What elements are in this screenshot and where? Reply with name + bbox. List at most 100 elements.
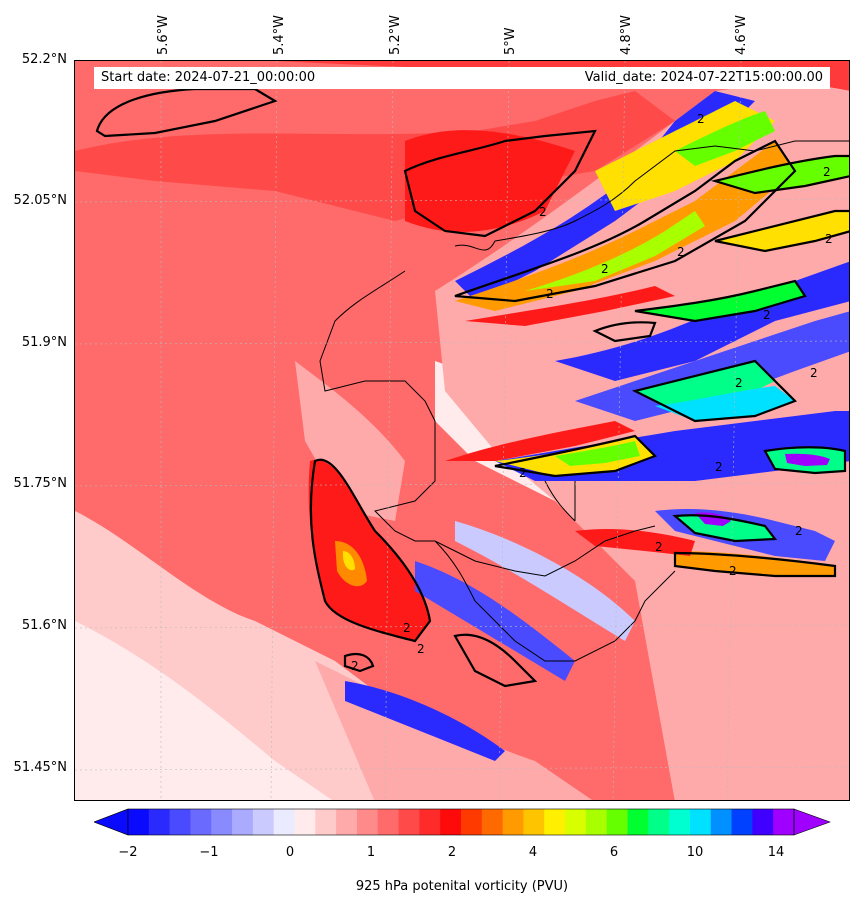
colorbar-tick: 2 (447, 845, 457, 860)
contour-label: 2 (417, 642, 425, 656)
contour-label: 2 (519, 466, 527, 480)
lat-label: 51.75°N (13, 476, 67, 491)
lon-label: 4.8°W (619, 14, 634, 55)
contour-label: 2 (825, 232, 833, 246)
colorbar-swatch (440, 809, 462, 835)
colorbar-tick: 4 (528, 845, 538, 860)
contour-label: 2 (655, 540, 663, 554)
pv-field-region (715, 211, 849, 251)
contour-label: 2 (546, 287, 554, 301)
start-date-label: Start date: 2024-07-21_00:00:00 (101, 70, 316, 85)
colorbar-swatch (565, 809, 587, 835)
lon-label: 5.2°W (388, 14, 403, 55)
pv-field-region (445, 421, 635, 461)
contour-label: 2 (729, 564, 737, 578)
colorbar-border (127, 808, 795, 836)
lat-label: 51.6°N (21, 618, 67, 633)
contour-label: 2 (715, 460, 723, 474)
contour-label: 2 (795, 524, 803, 538)
colorbar-swatch (315, 809, 337, 835)
colorbar-extend-min (94, 808, 129, 836)
colorbar-swatch (731, 809, 753, 835)
header-box (94, 67, 830, 89)
coastline (319, 140, 849, 662)
pv-field-region (75, 621, 333, 800)
colorbar-swatch (398, 809, 420, 835)
contour-label: 2 (351, 659, 359, 673)
colorbar-tick: −1 (199, 845, 219, 860)
contour-label: 2 (539, 205, 547, 219)
colorbar-swatch (190, 809, 212, 835)
contour-label: 2 (601, 262, 609, 276)
colorbar-extend-max (793, 808, 831, 836)
colorbar (94, 808, 831, 836)
lon-label: 5°W (503, 27, 518, 55)
contour-label: 2 (823, 165, 831, 179)
pv-field-region (675, 111, 775, 166)
colorbar-swatch (689, 809, 712, 835)
pv-field-region (575, 529, 695, 556)
colorbar-tick: 1 (366, 845, 376, 860)
pv-field-region (655, 386, 795, 421)
pv-field-region (455, 521, 635, 641)
contour-label: 2 (763, 308, 771, 322)
pv-field-region (343, 551, 355, 571)
colorbar-swatch (710, 809, 733, 835)
lat-label: 51.45°N (13, 760, 67, 775)
contour-labels: 2 2 2 2 2 2 2 2 2 2 2 2 2 2 2 2 2 2 (351, 112, 833, 673)
pv-field-region (308, 459, 430, 641)
colorbar-swatch (356, 809, 379, 835)
colorbar-swatch (273, 809, 295, 835)
colorbar-swatch (544, 809, 566, 835)
pv-field-region (295, 361, 405, 521)
lon-label: 5.6°W (156, 14, 171, 55)
colorbar-swatch (627, 809, 649, 835)
colorbar-swatch (232, 809, 254, 835)
contour-2pvu (95, 87, 849, 688)
colorbar-swatch (169, 809, 191, 835)
colorbar-swatch (336, 809, 358, 835)
colorbar-swatch (377, 809, 400, 835)
colorbar-swatch (481, 809, 504, 835)
pv-field-region (75, 91, 675, 221)
contour-label: 2 (403, 621, 411, 635)
pv-field-region (675, 551, 835, 576)
valid-date-label: Valid_date: 2024-07-22T15:00:00.00 (584, 70, 823, 85)
colorbar-label: 925 hPa potenital vorticity (PVU) (355, 879, 569, 894)
colorbar-tick: 10 (686, 845, 704, 860)
contour-label: 2 (735, 376, 743, 390)
colorbar-swatch (252, 809, 275, 835)
colorbar-tick: 14 (767, 845, 785, 860)
colorbar-swatch (648, 809, 670, 835)
colorbar-swatch (419, 809, 441, 835)
pv-field-region (345, 681, 505, 761)
lon-label: 5.4°W (272, 14, 287, 55)
pv-field-region (465, 286, 675, 326)
lon-label: 4.6°W (734, 14, 749, 55)
colorbar-swatch (211, 809, 233, 835)
pv-field-region (785, 453, 830, 466)
colorbar-swatch (669, 809, 691, 835)
colorbar-swatch (461, 809, 483, 835)
colorbar-swatch (523, 809, 545, 835)
colorbar-swatch (502, 809, 524, 835)
lat-label: 52.2°N (21, 52, 67, 67)
contour-label: 2 (677, 245, 685, 259)
pv-field-map: 2 2 2 2 2 2 2 2 2 2 2 2 2 2 2 2 2 2 (75, 61, 849, 800)
lat-label: 52.05°N (13, 193, 67, 208)
colorbar-swatch (752, 809, 774, 835)
pv-field-region (715, 156, 849, 193)
lat-label: 51.9°N (21, 335, 67, 350)
pv-field-region (455, 141, 795, 311)
pv-field-region (525, 211, 705, 291)
colorbar-swatch (773, 809, 795, 835)
colorbar-tick: 6 (609, 845, 619, 860)
colorbar-swatch (128, 809, 150, 835)
pv-field-region (635, 281, 805, 321)
map-panel: 2 2 2 2 2 2 2 2 2 2 2 2 2 2 2 2 2 2 (74, 60, 850, 801)
colorbar-swatch (294, 809, 316, 835)
contour-label: 2 (810, 366, 818, 380)
pv-field-region (675, 515, 775, 541)
colorbar-tick: −2 (118, 845, 138, 860)
graticule (75, 61, 849, 800)
